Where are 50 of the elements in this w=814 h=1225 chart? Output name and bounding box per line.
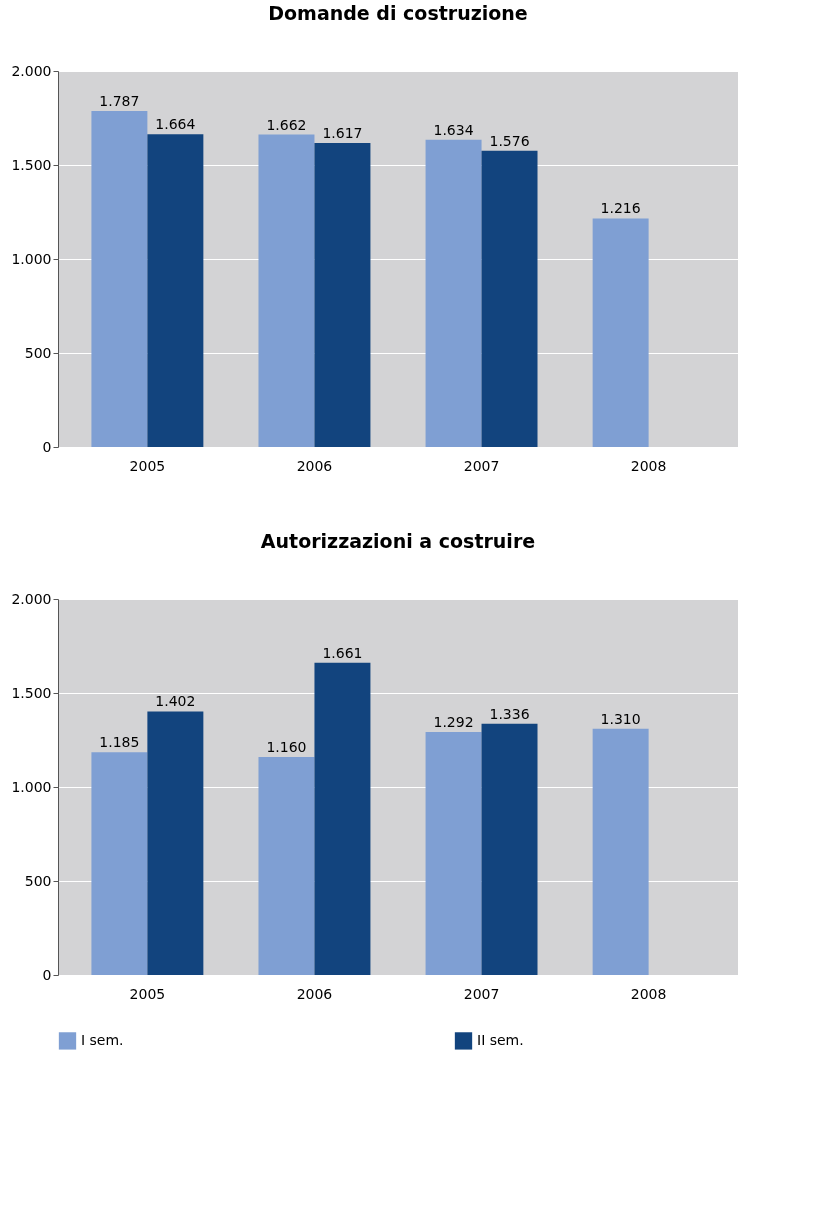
bar <box>91 111 148 447</box>
bar <box>258 756 315 975</box>
bar <box>147 711 204 975</box>
bar <box>592 218 649 447</box>
bar <box>91 752 148 975</box>
bar <box>481 723 538 975</box>
x-tick-label: 2005 <box>129 985 166 1002</box>
y-tick-label: 2.000 <box>11 590 52 607</box>
y-tick-label: 0 <box>42 966 52 983</box>
x-tick-label: 2006 <box>296 457 333 474</box>
data-label: 1.402 <box>155 693 196 710</box>
chart-title: Domande di costruzione <box>268 2 528 24</box>
y-tick-label: 500 <box>24 872 52 889</box>
bar <box>258 134 315 447</box>
chart-title: Autorizzazioni a costruire <box>260 530 536 552</box>
x-tick-label: 2005 <box>129 457 166 474</box>
data-label: 1.185 <box>99 734 140 751</box>
data-label: 1.787 <box>99 93 140 110</box>
data-label: 1.310 <box>600 710 641 727</box>
data-label: 1.662 <box>266 116 307 133</box>
x-tick-label: 2007 <box>463 985 500 1002</box>
legend-label: II sem. <box>477 1031 524 1048</box>
bar <box>147 134 204 447</box>
data-label: 1.664 <box>155 116 196 133</box>
x-tick-label: 2006 <box>296 985 333 1002</box>
bar <box>592 728 649 975</box>
x-tick-label: 2008 <box>630 985 667 1002</box>
y-tick-label: 1.500 <box>11 156 52 173</box>
y-tick-label: 2.000 <box>11 62 52 79</box>
y-tick-label: 0 <box>42 438 52 455</box>
bar <box>425 732 482 975</box>
data-label: 1.634 <box>433 121 474 138</box>
data-label: 1.576 <box>489 132 530 149</box>
legend-label: I sem. <box>81 1031 124 1048</box>
y-tick-label: 500 <box>24 344 52 361</box>
data-label: 1.292 <box>433 714 474 731</box>
bar <box>481 150 538 447</box>
bar <box>425 139 482 447</box>
y-tick-label: 1.000 <box>11 778 52 795</box>
data-label: 1.216 <box>600 200 641 217</box>
x-tick-label: 2007 <box>463 457 500 474</box>
y-tick-label: 1.500 <box>11 684 52 701</box>
data-label: 1.160 <box>266 738 307 755</box>
bar <box>314 143 371 447</box>
x-tick-label: 2008 <box>630 457 667 474</box>
bar <box>314 662 371 975</box>
data-label: 1.661 <box>322 644 363 661</box>
data-label: 1.336 <box>489 705 530 722</box>
data-label: 1.617 <box>322 125 363 141</box>
y-tick-label: 1.000 <box>11 250 52 267</box>
